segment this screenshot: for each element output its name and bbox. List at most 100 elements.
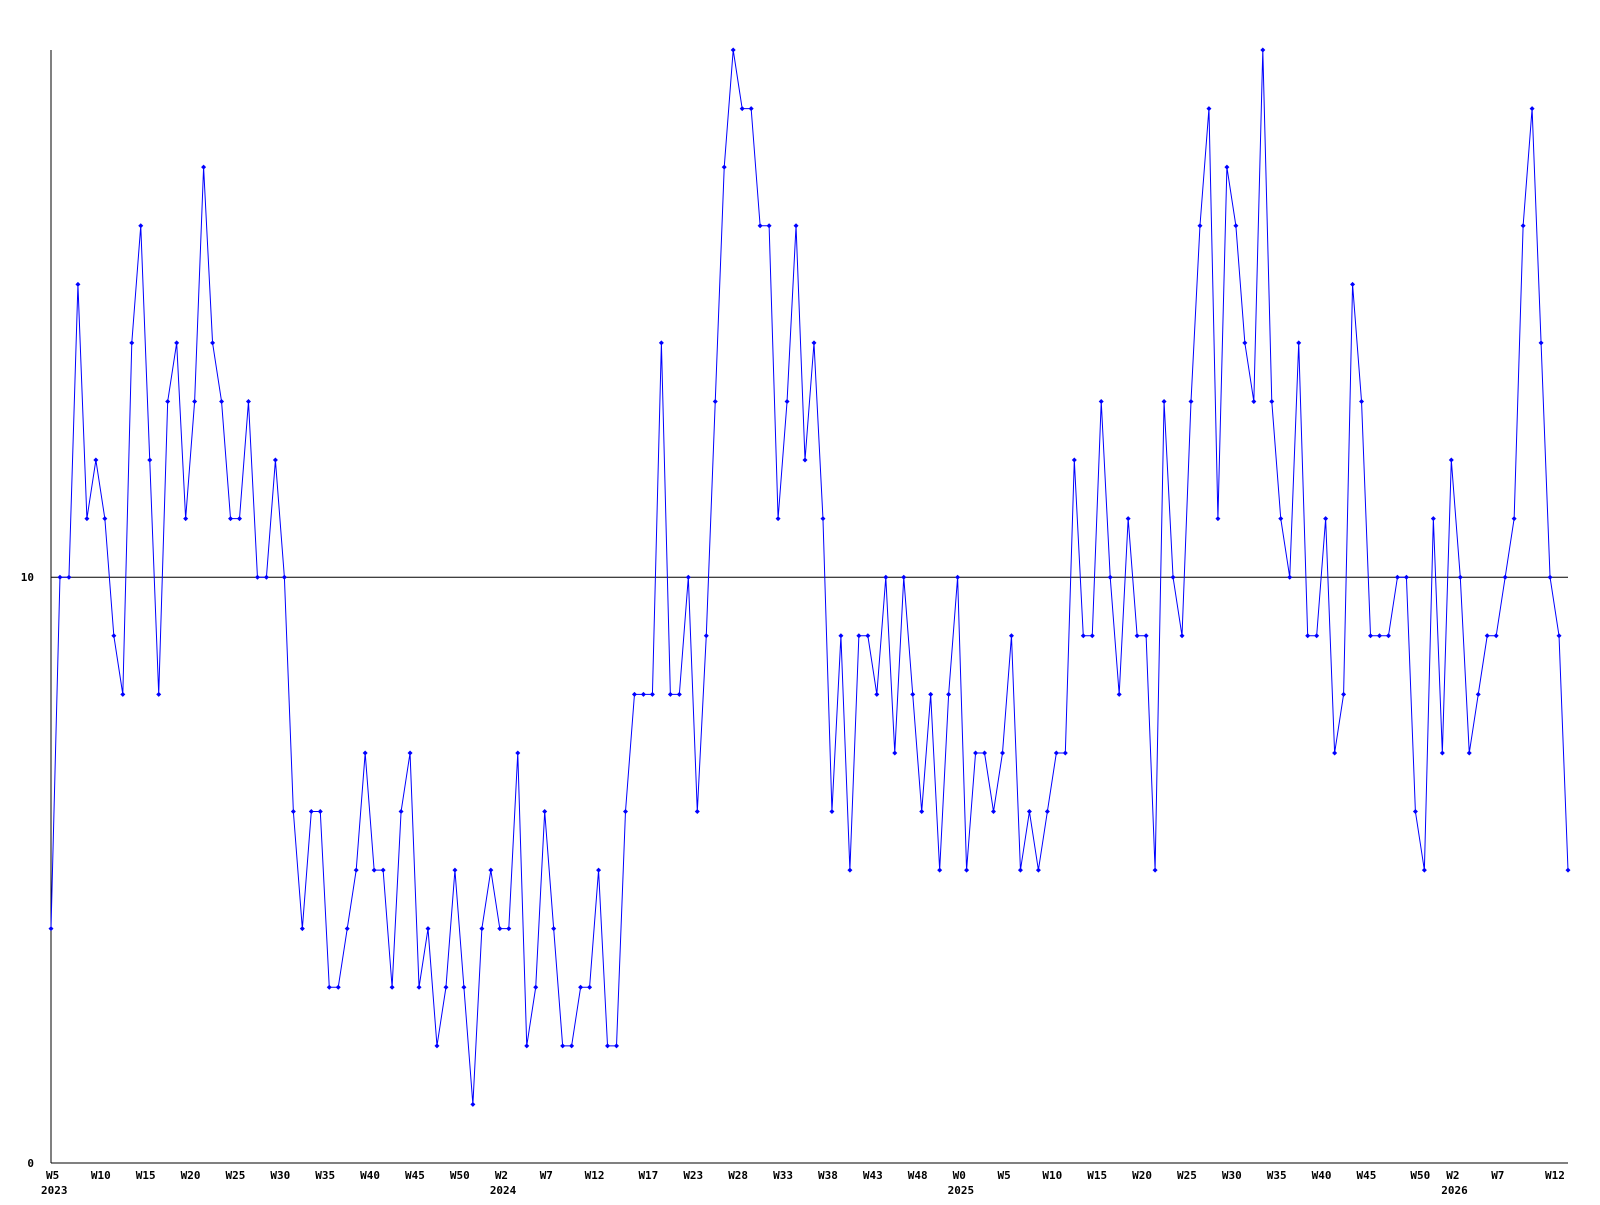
marker (1278, 516, 1284, 522)
marker (1394, 574, 1400, 580)
x-tick-label: W17 (638, 1169, 658, 1182)
marker (667, 691, 673, 697)
marker (389, 984, 395, 990)
x-tick-label: W45 (1357, 1169, 1377, 1182)
marker (245, 398, 251, 404)
marker (712, 398, 718, 404)
marker (1296, 340, 1302, 346)
marker (748, 106, 754, 112)
marker (1071, 457, 1077, 463)
x-tick-label: W15 (136, 1169, 156, 1182)
marker (793, 223, 799, 229)
marker (183, 516, 189, 522)
x-tick-label: W35 (1267, 1169, 1287, 1182)
marker (1529, 106, 1535, 112)
marker (973, 750, 979, 756)
marker (1134, 633, 1140, 639)
marker (865, 633, 871, 639)
marker (129, 340, 135, 346)
x-tick-label: W50 (1410, 1169, 1430, 1182)
marker (93, 457, 99, 463)
x-tick-label: W5 (997, 1169, 1010, 1182)
x-tick-label: W7 (1491, 1169, 1504, 1182)
marker (784, 398, 790, 404)
marker (1305, 633, 1311, 639)
marker (937, 867, 943, 873)
marker (1430, 516, 1436, 522)
marker (290, 809, 296, 815)
marker (1170, 574, 1176, 580)
year-label: 2025 (948, 1184, 975, 1197)
marker (1350, 281, 1356, 287)
marker (928, 691, 934, 697)
marker (757, 223, 763, 229)
marker (1053, 750, 1059, 756)
marker (730, 47, 736, 53)
marker (1368, 633, 1374, 639)
x-tick-label: W15 (1087, 1169, 1107, 1182)
marker (147, 457, 153, 463)
marker (838, 633, 844, 639)
marker (461, 984, 467, 990)
marker (470, 1101, 476, 1107)
x-tick-label: W23 (683, 1169, 703, 1182)
marker (820, 516, 826, 522)
marker (946, 691, 952, 697)
x-tick-label: W10 (91, 1169, 111, 1182)
marker (596, 867, 602, 873)
marker (407, 750, 413, 756)
marker (1206, 106, 1212, 112)
marker (1287, 574, 1293, 580)
marker (1224, 164, 1230, 170)
marker (1332, 750, 1338, 756)
marker (1098, 398, 1104, 404)
marker (102, 516, 108, 522)
marker (1403, 574, 1409, 580)
marker (1035, 867, 1041, 873)
marker (1107, 574, 1113, 580)
x-tick-label: W45 (405, 1169, 425, 1182)
marker (856, 633, 862, 639)
marker (1493, 633, 1499, 639)
marker (569, 1043, 575, 1049)
marker (380, 867, 386, 873)
marker (802, 457, 808, 463)
marker (901, 574, 907, 580)
marker (281, 574, 287, 580)
marker (201, 164, 207, 170)
marker (1565, 867, 1571, 873)
x-tick-label: W20 (181, 1169, 201, 1182)
marker (1026, 809, 1032, 815)
marker (1080, 633, 1086, 639)
marker (811, 340, 817, 346)
marker (1448, 457, 1454, 463)
marker (326, 984, 332, 990)
marker (658, 340, 664, 346)
x-tick-label: W40 (1312, 1169, 1332, 1182)
marker (649, 691, 655, 697)
marker (676, 691, 682, 697)
marker (1376, 633, 1382, 639)
marker (685, 574, 691, 580)
marker (443, 984, 449, 990)
marker (299, 926, 305, 932)
marker (1421, 867, 1427, 873)
marker (317, 809, 323, 815)
marker (766, 223, 772, 229)
marker (254, 574, 260, 580)
marker (138, 223, 144, 229)
marker (210, 340, 216, 346)
marker (66, 574, 72, 580)
marker (237, 516, 243, 522)
marker (228, 516, 234, 522)
x-tick-label: W12 (1545, 1169, 1565, 1182)
marker (919, 809, 925, 815)
marker (1161, 398, 1167, 404)
marker (739, 106, 745, 112)
marker (1044, 809, 1050, 815)
marker (84, 516, 90, 522)
marker (425, 926, 431, 932)
marker (1179, 633, 1185, 639)
marker (551, 926, 557, 932)
marker (1089, 633, 1095, 639)
